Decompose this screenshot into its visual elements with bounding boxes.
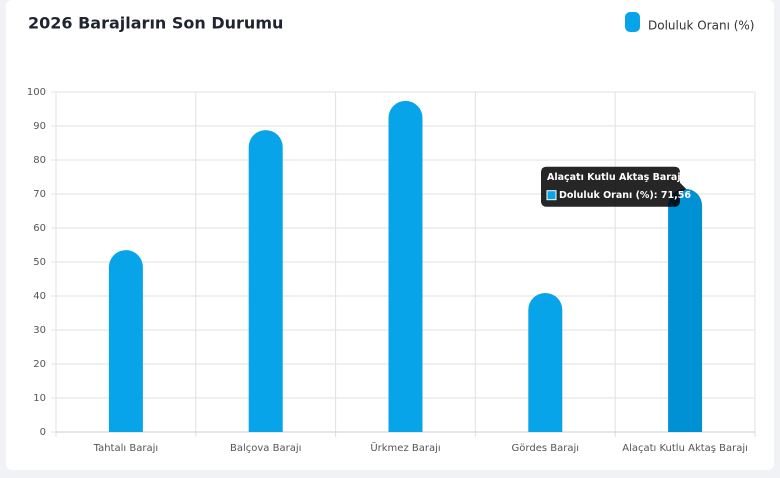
bar <box>668 188 703 432</box>
y-tick-label: 60 <box>33 223 46 234</box>
x-tick-label: Balçova Barajı <box>230 443 301 454</box>
x-tick-label: Gördes Barajı <box>512 443 579 454</box>
y-tick-label: 80 <box>33 155 46 166</box>
y-tick-label: 90 <box>33 121 46 132</box>
bar <box>108 250 143 432</box>
y-tick-label: 40 <box>33 291 46 302</box>
y-tick-label: 70 <box>33 189 46 200</box>
tooltip-arrow <box>680 182 686 195</box>
y-tick-label: 0 <box>40 427 46 438</box>
y-tick-label: 10 <box>33 393 46 404</box>
bar <box>528 292 563 432</box>
tooltip: Alaçatı Kutlu Aktaş Barajı Doluluk Oranı … <box>541 166 691 207</box>
legend-swatch <box>625 12 640 32</box>
y-tick-label: 50 <box>33 257 46 268</box>
x-tick-label: Ürkmez Barajı <box>370 441 440 454</box>
chart-title: 2026 Barajların Son Durumu <box>28 14 283 33</box>
y-tick-label: 100 <box>27 87 46 98</box>
legend-label: Doluluk Oranı (%) <box>648 19 754 33</box>
bar <box>248 130 283 432</box>
x-tick-label: Tahtalı Barajı <box>93 443 159 454</box>
tooltip-box <box>541 166 680 207</box>
tooltip-swatch <box>546 190 557 201</box>
tooltip-title: Alaçatı Kutlu Aktaş Barajı <box>547 172 684 183</box>
x-tick-label: Alaçatı Kutlu Aktaş Barajı <box>622 443 748 454</box>
tooltip-label: Doluluk Oranı (%): 71,56 <box>559 190 691 201</box>
bar <box>388 100 423 432</box>
y-tick-label: 30 <box>33 325 46 336</box>
y-tick-label: 20 <box>33 359 46 370</box>
